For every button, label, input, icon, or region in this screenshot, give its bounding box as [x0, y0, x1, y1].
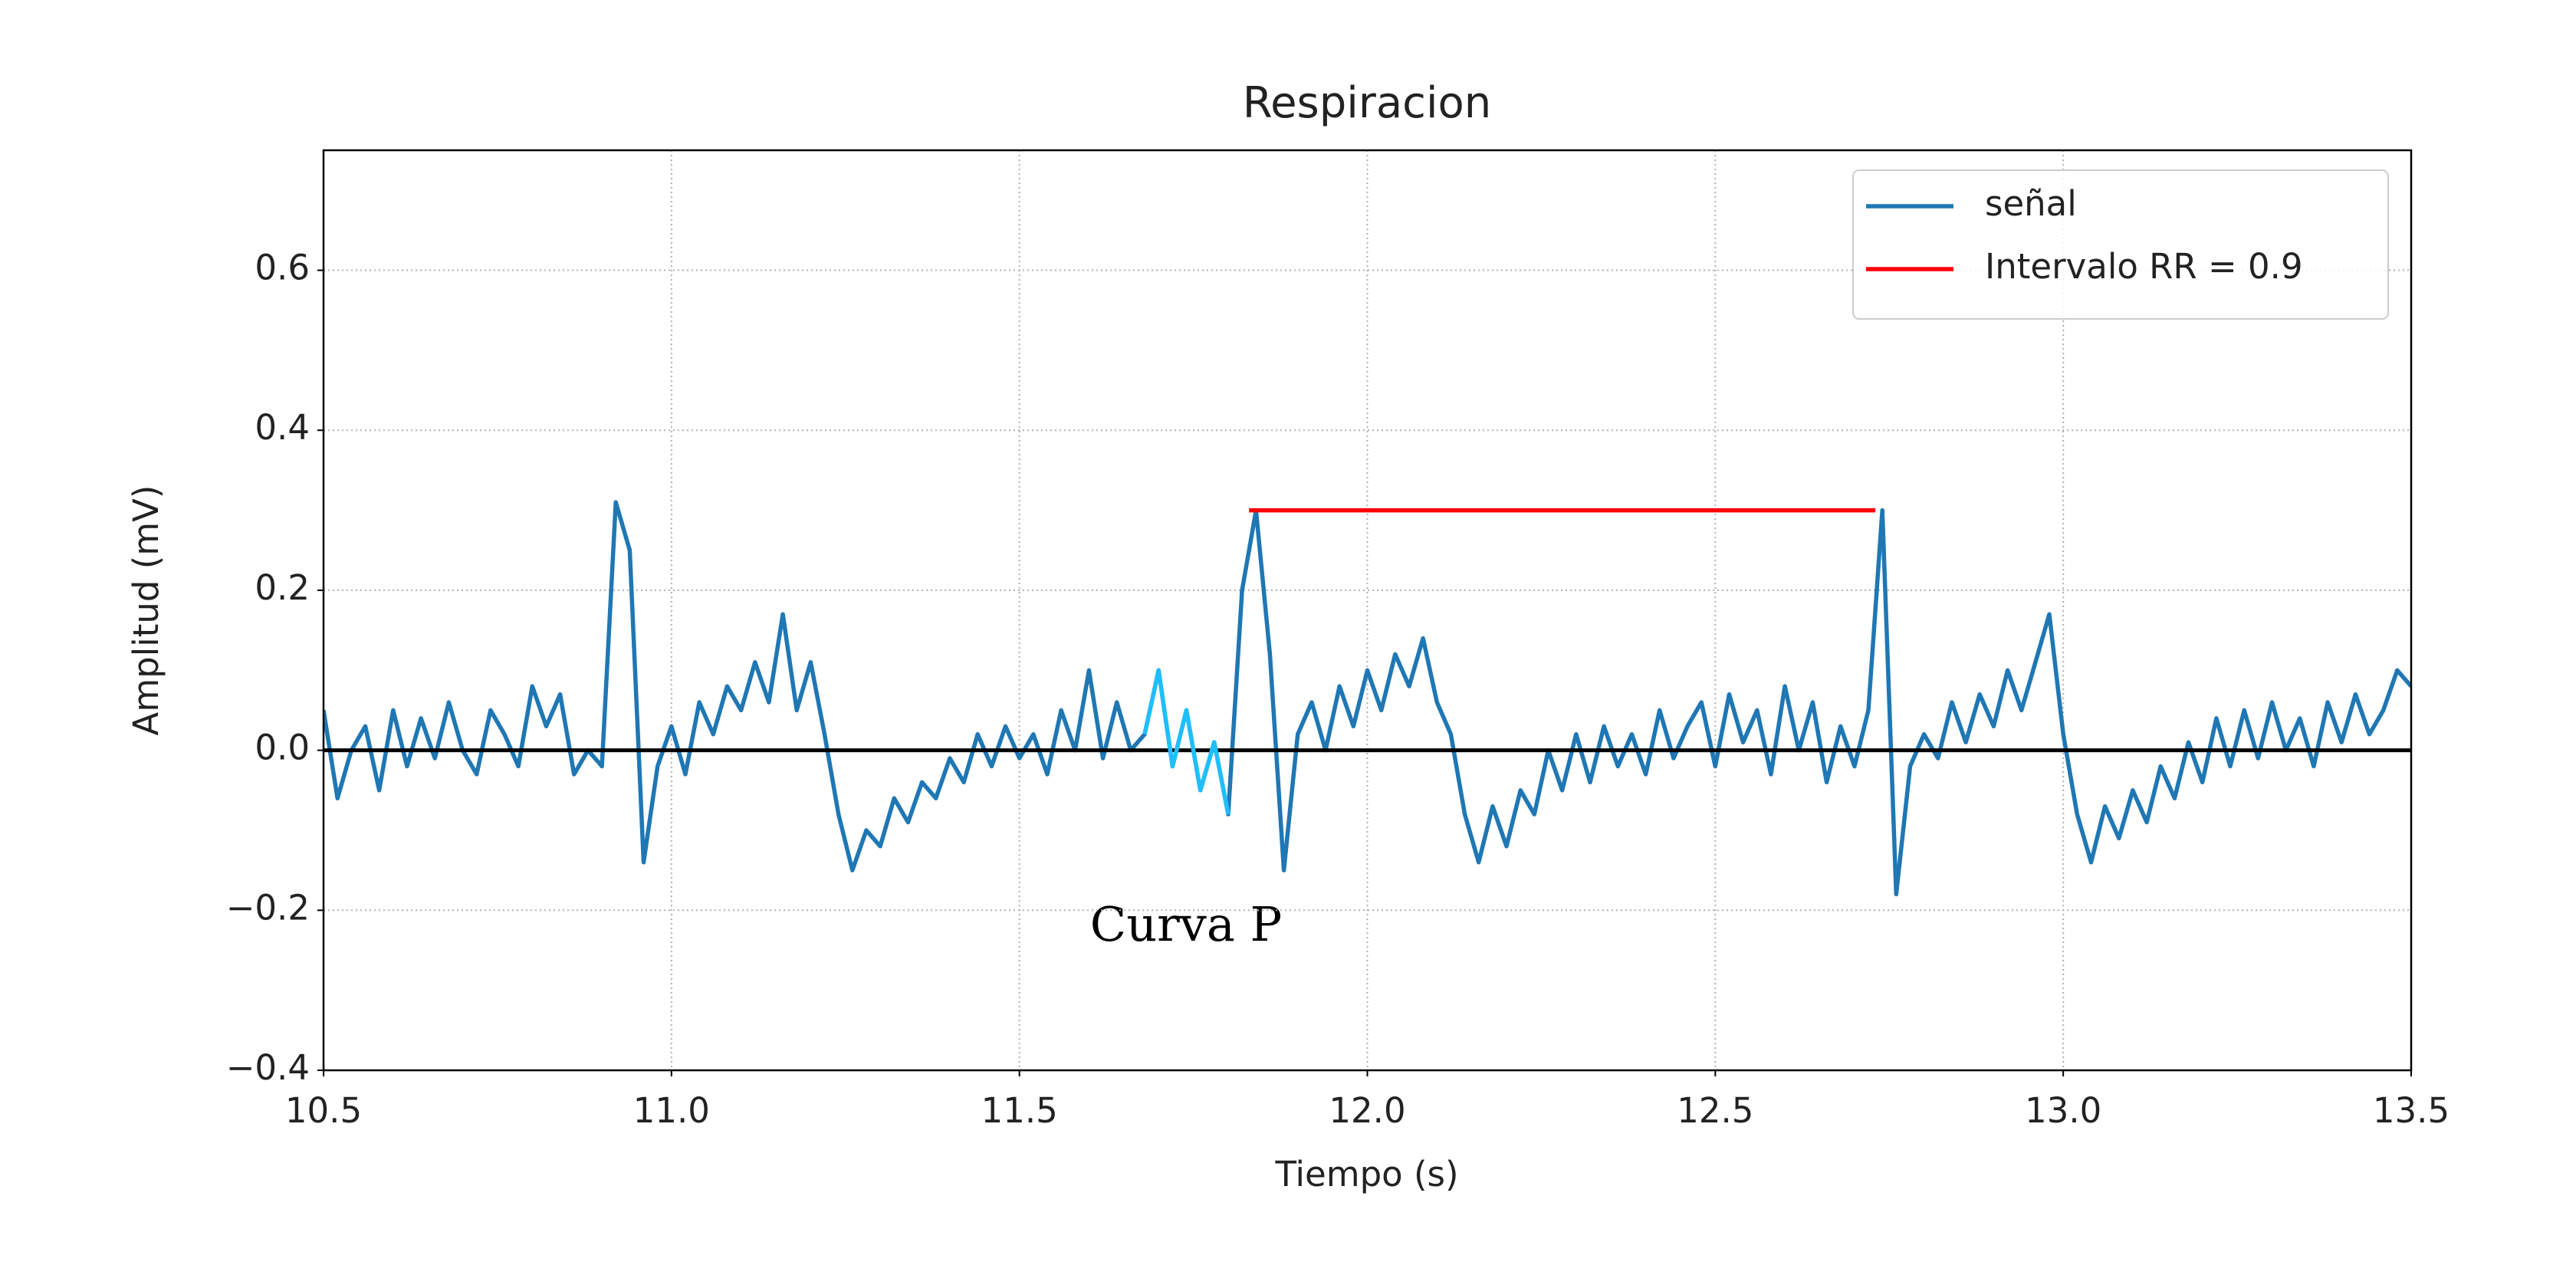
y-tick-label: −0.4 — [226, 1047, 310, 1088]
y-tick-label: 0.4 — [255, 407, 310, 448]
x-axis-label: Tiempo (s) — [1274, 1154, 1458, 1194]
annotation: Curva P — [1090, 896, 1282, 952]
x-tick-label: 11.0 — [633, 1090, 710, 1131]
y-tick-label: 0.2 — [255, 567, 310, 608]
y-tick-label: 0.0 — [255, 728, 310, 768]
x-tick-label: 13.0 — [2025, 1090, 2101, 1131]
legend-box — [1852, 169, 2389, 320]
x-tick-label: 11.5 — [981, 1090, 1058, 1131]
y-tick-label: −0.2 — [226, 887, 310, 928]
chart-title: Respiracion — [1243, 78, 1492, 128]
x-tick-label: 12.5 — [1677, 1090, 1753, 1131]
p-wave-line — [1142, 668, 1230, 815]
legend-label: Intervalo RR = 0.9 — [1985, 246, 2303, 287]
plot-area — [324, 500, 2411, 897]
y-axis-label: Amplitud (mV) — [126, 485, 166, 736]
plot-frame — [322, 149, 2413, 1072]
x-tick-label: 12.0 — [1329, 1090, 1405, 1131]
x-tick-label: 13.5 — [2373, 1090, 2450, 1131]
x-tick-label: 10.5 — [285, 1090, 362, 1131]
signal-line — [324, 500, 2411, 897]
legend-label: señal — [1985, 183, 2077, 224]
y-tick-label: 0.6 — [255, 248, 310, 288]
